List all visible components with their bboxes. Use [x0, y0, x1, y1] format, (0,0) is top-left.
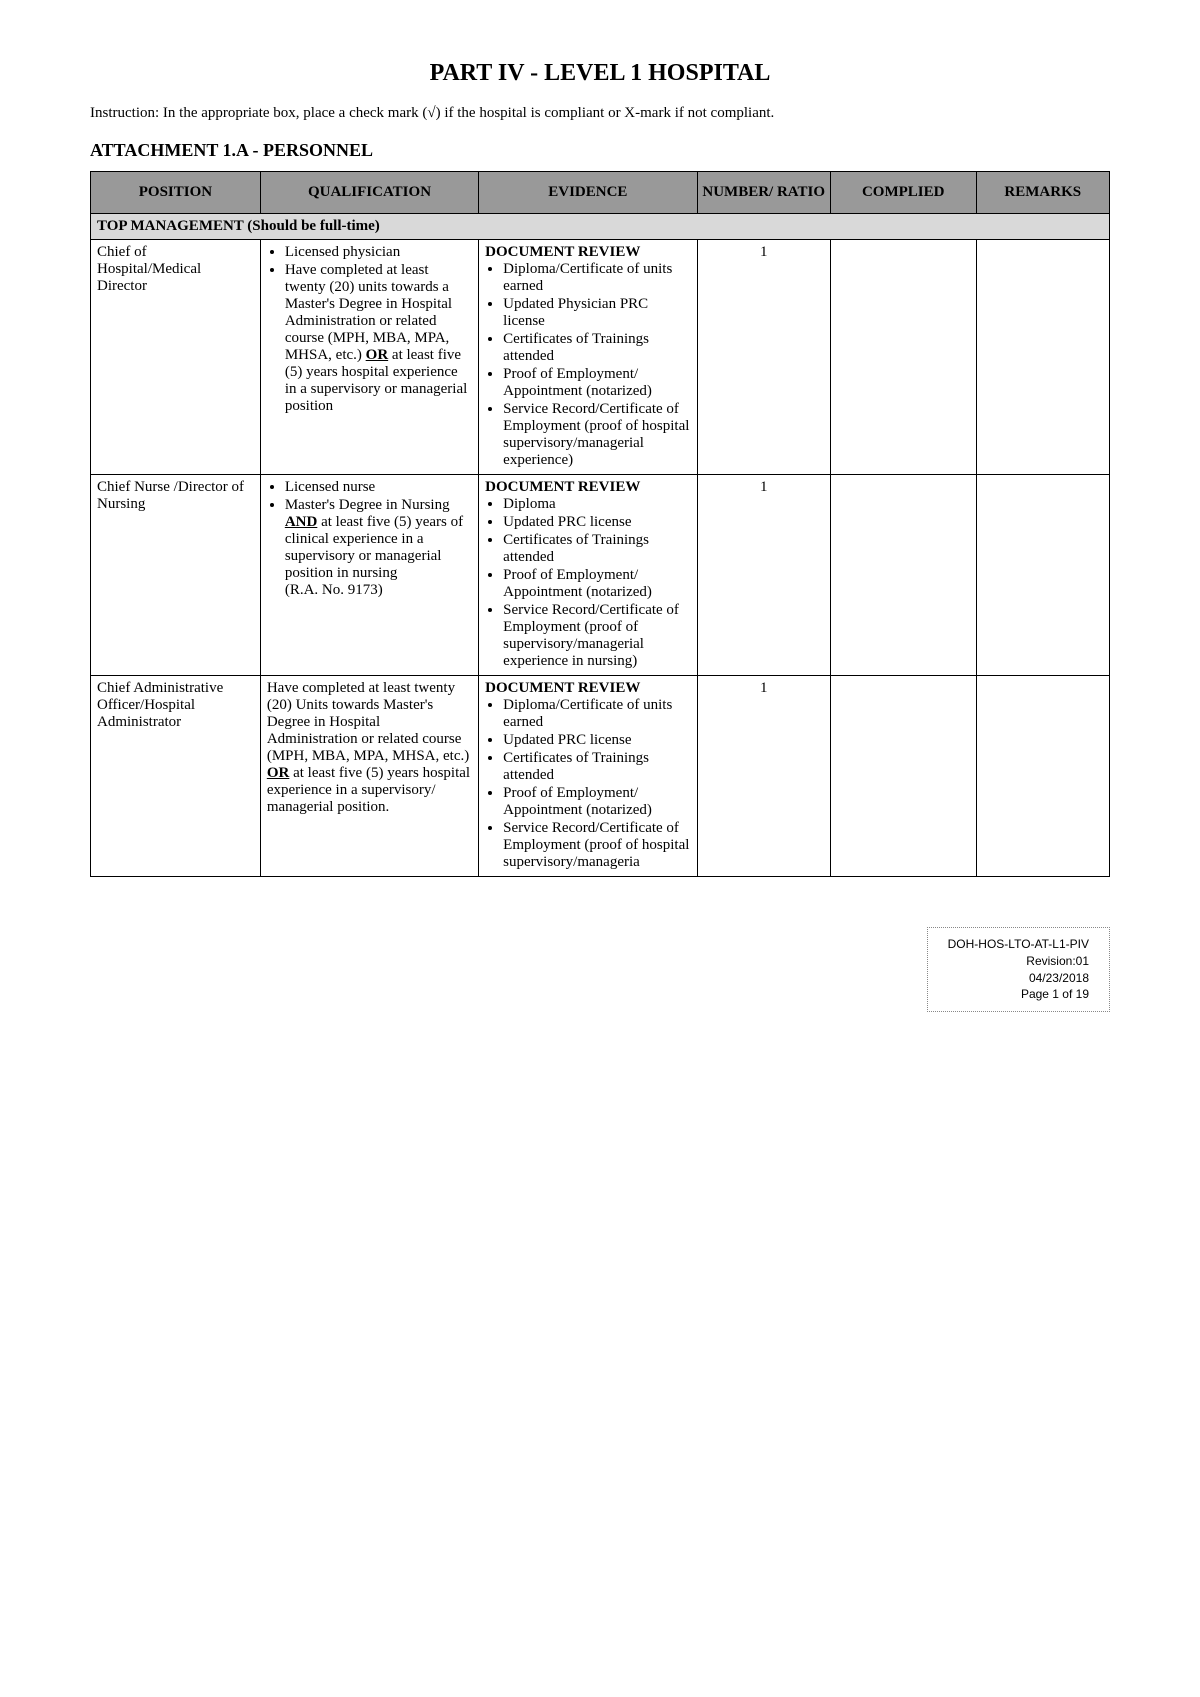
qualification-cell: Licensed physicianHave completed at leas…	[260, 240, 478, 475]
position-cell: Chief of Hospital/Medical Director	[91, 240, 261, 475]
evidence-cell: DOCUMENT REVIEWDiplomaUpdated PRC licens…	[479, 475, 697, 676]
header-position: POSITION	[91, 172, 261, 214]
attachment-heading: ATTACHMENT 1.A - PERSONNEL	[90, 140, 1110, 161]
footer-revision: Revision:01	[948, 953, 1089, 970]
header-qualification: QUALIFICATION	[260, 172, 478, 214]
table-row: Chief Nurse /Director of NursingLicensed…	[91, 475, 1110, 676]
footer-page: Page 1 of 19	[948, 986, 1089, 1003]
footer-box: DOH-HOS-LTO-AT-L1-PIV Revision:01 04/23/…	[927, 927, 1110, 1012]
table-row: Chief of Hospital/Medical DirectorLicens…	[91, 240, 1110, 475]
header-number: NUMBER/ RATIO	[697, 172, 830, 214]
list-item: Certificates of Trainings attended	[503, 532, 690, 566]
list-item: Have completed at least twenty (20) unit…	[285, 262, 472, 415]
number-cell: 1	[697, 475, 830, 676]
section-heading: TOP MANAGEMENT (Should be full-time)	[91, 214, 1110, 240]
list-item: Updated PRC license	[503, 514, 690, 531]
list-item: Licensed nurse	[285, 479, 472, 496]
personnel-table: POSITION QUALIFICATION EVIDENCE NUMBER/ …	[90, 171, 1110, 877]
position-cell: Chief Administrative Officer/Hospital Ad…	[91, 676, 261, 877]
complied-cell[interactable]	[830, 676, 976, 877]
complied-cell[interactable]	[830, 240, 976, 475]
remarks-cell[interactable]	[976, 475, 1110, 676]
list-item: Master's Degree in Nursing AND at least …	[285, 497, 472, 599]
evidence-title: DOCUMENT REVIEW	[485, 680, 690, 697]
header-evidence: EVIDENCE	[479, 172, 697, 214]
header-complied: COMPLIED	[830, 172, 976, 214]
remarks-cell[interactable]	[976, 240, 1110, 475]
list-item: Service Record/Certificate of Employment…	[503, 401, 690, 469]
table-row: Chief Administrative Officer/Hospital Ad…	[91, 676, 1110, 877]
list-item: Service Record/Certificate of Employment…	[503, 602, 690, 670]
list-item: Service Record/Certificate of Employment…	[503, 820, 690, 871]
qualification-cell: Licensed nurseMaster's Degree in Nursing…	[260, 475, 478, 676]
list-item: Certificates of Trainings attended	[503, 750, 690, 784]
evidence-cell: DOCUMENT REVIEWDiploma/Certificate of un…	[479, 676, 697, 877]
remarks-cell[interactable]	[976, 676, 1110, 877]
list-item: Updated PRC license	[503, 732, 690, 749]
complied-cell[interactable]	[830, 475, 976, 676]
number-cell: 1	[697, 240, 830, 475]
page-title: PART IV - LEVEL 1 HOSPITAL	[90, 60, 1110, 87]
list-item: Diploma	[503, 496, 690, 513]
list-item: Diploma/Certificate of units earned	[503, 261, 690, 295]
list-item: Licensed physician	[285, 244, 472, 261]
list-item: Certificates of Trainings attended	[503, 331, 690, 365]
evidence-title: DOCUMENT REVIEW	[485, 479, 690, 496]
header-remarks: REMARKS	[976, 172, 1110, 214]
number-cell: 1	[697, 676, 830, 877]
list-item: Proof of Employment/ Appointment (notari…	[503, 567, 690, 601]
footer-code: DOH-HOS-LTO-AT-L1-PIV	[948, 936, 1089, 953]
qualification-cell: Have completed at least twenty (20) Unit…	[260, 676, 478, 877]
list-item: Proof of Employment/ Appointment (notari…	[503, 785, 690, 819]
list-item: Diploma/Certificate of units earned	[503, 697, 690, 731]
footer-date: 04/23/2018	[948, 970, 1089, 987]
evidence-cell: DOCUMENT REVIEWDiploma/Certificate of un…	[479, 240, 697, 475]
instruction-text: Instruction: In the appropriate box, pla…	[90, 105, 1110, 122]
list-item: Updated Physician PRC license	[503, 296, 690, 330]
position-cell: Chief Nurse /Director of Nursing	[91, 475, 261, 676]
list-item: Proof of Employment/ Appointment (notari…	[503, 366, 690, 400]
evidence-title: DOCUMENT REVIEW	[485, 244, 690, 261]
